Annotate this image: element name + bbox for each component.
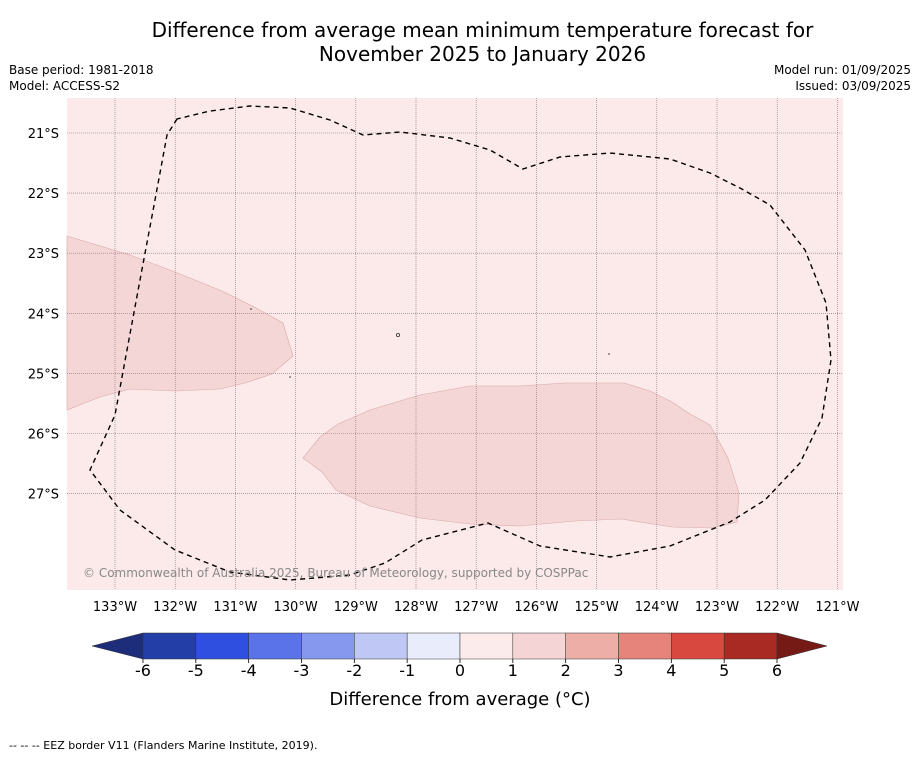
anomaly-region-south xyxy=(302,382,740,529)
colorbar-tick-label: 1 xyxy=(508,661,518,680)
colorbar-segments xyxy=(142,632,778,660)
title-line-2: November 2025 to January 2026 xyxy=(318,42,647,66)
eez-legend-note: -- -- -- EEZ border V11 (Flanders Marine… xyxy=(9,739,318,752)
colorbar-segment xyxy=(459,632,514,660)
title-line-1: Difference from average mean minimum tem… xyxy=(151,18,814,42)
colorbar-tick-label: -4 xyxy=(241,661,257,680)
longitude-axis-labels: 133°W 132°W 131°W 130°W 129°W 128°W 127°W 126°W… xyxy=(93,600,860,615)
forecast-info-left: Base period: 1981-2018 Model: ACCESS-S2 xyxy=(9,62,154,94)
issued-text: Issued: 03/09/2025 xyxy=(795,79,911,93)
model-text: Model: ACCESS-S2 xyxy=(9,79,121,93)
island-marker xyxy=(250,308,252,310)
colorbar-tick-label: 2 xyxy=(561,661,571,680)
colorbar-tick-label: 0 xyxy=(455,661,465,680)
colorbar-segment xyxy=(142,632,197,660)
latitude-label: 24°S xyxy=(28,307,59,322)
longitude-label: 124°W xyxy=(635,600,679,615)
longitude-gridlines xyxy=(114,98,838,590)
latitude-label: 23°S xyxy=(28,247,59,262)
colorbar-tick-label: 3 xyxy=(613,661,623,680)
latitude-label: 25°S xyxy=(28,367,59,382)
longitude-label: 125°W xyxy=(575,600,619,615)
colorbar-segment xyxy=(565,632,619,660)
longitude-label: 131°W xyxy=(213,600,257,615)
colorbar-tick-label: 4 xyxy=(666,661,676,680)
model-run-text: Model run: 01/09/2025 xyxy=(773,63,911,77)
longitude-label: 128°W xyxy=(394,600,438,615)
longitude-label: 132°W xyxy=(153,600,197,615)
colorbar-high-extension xyxy=(776,632,828,660)
island-marker xyxy=(395,332,400,337)
colorbar-segment xyxy=(671,632,725,660)
colorbar-segment xyxy=(195,632,249,660)
forecast-info-right: Model run: 01/09/2025 Issued: 03/09/2025 xyxy=(774,62,911,94)
latitude-label: 22°S xyxy=(28,187,59,202)
longitude-label: 126°W xyxy=(514,600,558,615)
colorbar-segment xyxy=(512,632,566,660)
longitude-label: 123°W xyxy=(695,600,739,615)
colorbar-tick-label: 6 xyxy=(772,661,782,680)
longitude-label: 122°W xyxy=(755,600,799,615)
colorbar: -6 -5 -4 -3 -2 -1 0 1 2 3 4 5 6 Difference from aver… xyxy=(91,632,828,710)
colorbar-tick-label: -6 xyxy=(135,661,151,680)
colorbar-label: Difference from average (°C) xyxy=(329,689,590,710)
colorbar-segment xyxy=(301,632,355,660)
longitude-label: 130°W xyxy=(274,600,318,615)
colorbar-low-extension xyxy=(91,632,144,660)
colorbar-tick-label: -5 xyxy=(188,661,204,680)
map-plot-area: © Commonwealth of Australia 2025, Bureau… xyxy=(66,98,843,590)
latitude-label: 27°S xyxy=(28,488,59,503)
colorbar-tick-label: -3 xyxy=(294,661,310,680)
colorbar-segment xyxy=(723,632,778,660)
colorbar-segment xyxy=(618,632,672,660)
copyright-text: © Commonwealth of Australia 2025, Bureau… xyxy=(83,566,588,580)
longitude-label: 121°W xyxy=(815,600,859,615)
latitude-label: 26°S xyxy=(28,428,59,443)
latitude-axis-labels: 21°S 22°S 23°S 24°S 25°S 26°S 27°S xyxy=(28,127,59,503)
colorbar-tick-labels: -6 -5 -4 -3 -2 -1 0 1 2 3 4 5 6 xyxy=(135,659,782,680)
island-marker xyxy=(608,353,610,355)
latitude-gridlines xyxy=(67,132,843,494)
colorbar-tick-label: -1 xyxy=(399,661,415,680)
eez-border xyxy=(89,105,832,581)
map-title: Difference from average mean minimum tem… xyxy=(0,18,919,66)
colorbar-segment xyxy=(248,632,302,660)
island-marker xyxy=(289,376,291,378)
longitude-label: 127°W xyxy=(454,600,498,615)
colorbar-tick-label: 5 xyxy=(719,661,729,680)
longitude-label: 133°W xyxy=(93,600,137,615)
latitude-label: 21°S xyxy=(28,127,59,142)
colorbar-tick-label: -2 xyxy=(346,661,362,680)
base-period-text: Base period: 1981-2018 xyxy=(9,63,154,77)
colorbar-segment xyxy=(354,632,408,660)
colorbar-segment xyxy=(406,632,461,660)
longitude-label: 129°W xyxy=(334,600,378,615)
